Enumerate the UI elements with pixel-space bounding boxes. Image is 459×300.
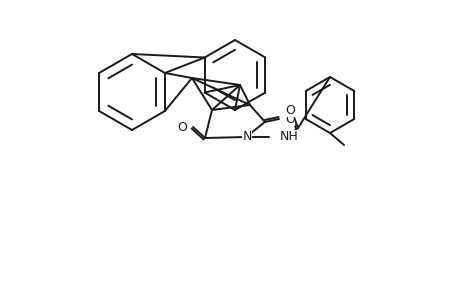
Text: N: N	[242, 130, 251, 142]
Text: O: O	[177, 121, 187, 134]
Text: O: O	[285, 112, 294, 125]
Text: O: O	[285, 104, 294, 117]
Text: NH: NH	[280, 130, 298, 142]
